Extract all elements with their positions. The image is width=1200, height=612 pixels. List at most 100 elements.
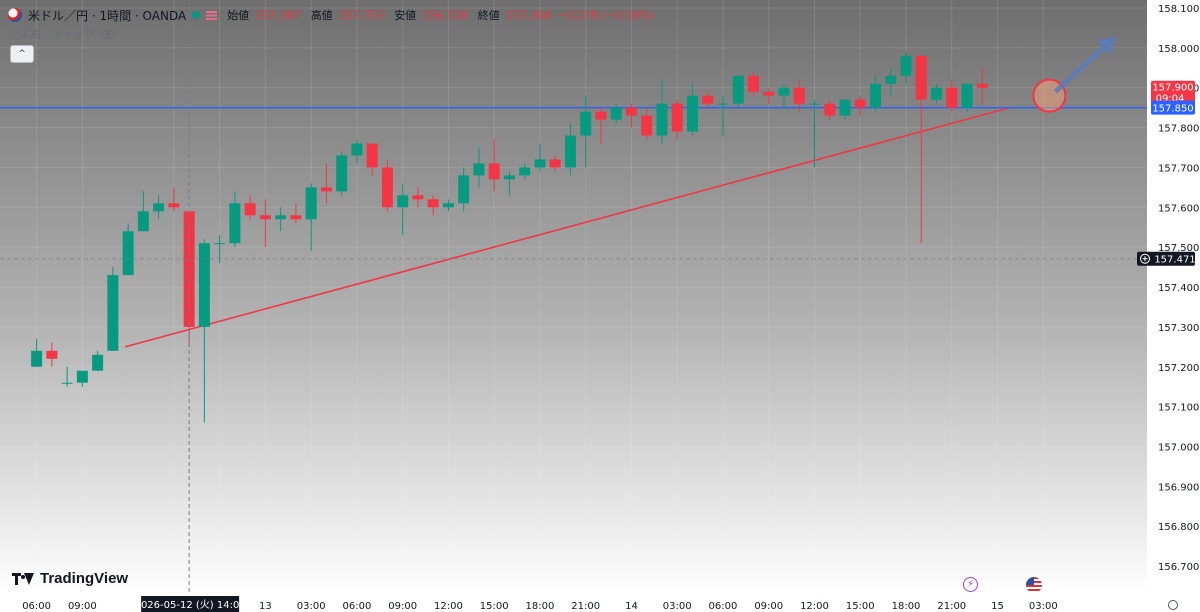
candle-body	[519, 167, 531, 176]
low-value: 156.728	[422, 8, 468, 22]
candle-body	[61, 382, 73, 384]
price-tick-label: 158.000	[1158, 44, 1199, 55]
line-price-label: 157.850	[1152, 104, 1193, 115]
high-label: 高値	[310, 9, 333, 22]
target-arrow-head[interactable]	[1096, 35, 1117, 56]
candles	[31, 51, 988, 423]
collapse-legend-button[interactable]: ^	[10, 45, 34, 63]
candle-body	[580, 111, 592, 136]
time-tick-label: 03:00	[297, 601, 326, 612]
candle-body	[870, 83, 881, 108]
price-tick-label: 156.900	[1158, 482, 1199, 493]
crosshair-price-badge	[1137, 251, 1195, 266]
candle-body	[686, 95, 698, 132]
time-tick-label: 06:00	[22, 601, 51, 612]
candle-body	[290, 215, 302, 220]
close-value: 157.308	[505, 8, 552, 22]
candle-body	[793, 87, 805, 104]
candle-body	[900, 55, 912, 76]
support-trendline[interactable]	[124, 106, 1010, 348]
candle-body	[168, 203, 180, 208]
candle-body	[625, 107, 637, 116]
chart-background	[0, 0, 1147, 594]
usdjpy-flag-icon	[8, 8, 22, 22]
time-tick-label: 15	[991, 601, 1004, 612]
eye-icon[interactable]	[100, 29, 115, 39]
candle-body	[656, 103, 668, 136]
candle-body	[397, 195, 409, 208]
candle-body	[641, 115, 653, 136]
candle-body	[702, 95, 714, 104]
candle-body	[122, 231, 134, 276]
candle-body	[946, 87, 958, 108]
time-axis-background	[0, 594, 1147, 612]
last-price-label: 157.900	[1152, 83, 1193, 94]
candle-body	[839, 99, 851, 116]
data-bars-icon	[206, 10, 218, 20]
price-tick-label: 157.600	[1158, 203, 1199, 214]
candle-body	[488, 163, 500, 180]
price-tick-label: 157.500	[1158, 243, 1199, 254]
high-value: 157.753	[338, 8, 385, 22]
change-value: −0.278 (−0.18%)	[557, 8, 655, 22]
candle-body	[305, 187, 317, 220]
candle-body	[976, 83, 988, 88]
candle-body	[732, 75, 744, 104]
symbol-title[interactable]: 米ドル／円 · 1時間 · OANDA	[28, 8, 187, 23]
time-tick-label: 09:00	[68, 601, 97, 612]
close-label: 終値	[477, 9, 500, 22]
time-tick-label: 18:00	[526, 601, 555, 612]
candle-body	[259, 215, 271, 220]
open-label: 始値	[227, 9, 250, 22]
candle-body	[717, 103, 729, 105]
tradingview-logo[interactable]: TradingView	[12, 570, 128, 587]
candle-body	[198, 243, 210, 327]
candle-body	[229, 203, 241, 244]
time-tick-label: 12:00	[800, 601, 829, 612]
candle-body	[473, 163, 485, 176]
candle-body	[92, 354, 104, 371]
volume-legend: 出来高 · ティック	[8, 26, 115, 42]
candle-body	[854, 99, 866, 108]
candle-body	[564, 135, 576, 168]
candle-body	[610, 107, 622, 120]
volume-label: 出来高 · ティック	[8, 28, 95, 41]
candle-body	[442, 203, 454, 208]
plus-circle-icon[interactable]	[1140, 253, 1150, 264]
candle-body	[961, 83, 973, 108]
symbol-legend: 米ドル／円 · 1時間 · OANDA 始値 157.387 高値 157.75…	[8, 6, 654, 24]
candle-body	[137, 211, 149, 232]
price-tick-label: 157.300	[1158, 323, 1199, 334]
time-tick-label: 21:00	[937, 601, 966, 612]
time-tick-label: 13	[259, 601, 272, 612]
target-arrow-shaft[interactable]	[1053, 39, 1113, 94]
candle-body	[534, 159, 546, 168]
lightning-icon[interactable]: ⚡	[963, 577, 978, 592]
tradingview-wordmark: TradingView	[40, 570, 129, 587]
time-tick-label: 06:00	[709, 601, 738, 612]
candle-body	[549, 159, 561, 168]
price-tick-label: 157.400	[1158, 283, 1199, 294]
candle-body	[366, 143, 378, 168]
us-flag-icon[interactable]	[1026, 577, 1042, 593]
candle-body	[427, 199, 439, 208]
crosshair-time-label: 2026-05-12 (火) 14:00	[135, 599, 246, 611]
candle-body	[671, 103, 683, 132]
price-tick-label: 156.700	[1158, 562, 1199, 573]
price-tick-label: 157.200	[1158, 363, 1199, 374]
settings-icon[interactable]	[1168, 600, 1178, 610]
low-label: 安値	[394, 9, 417, 22]
price-tick-label: 157.800	[1158, 124, 1199, 135]
time-tick-label: 03:00	[663, 601, 692, 612]
candle-body	[107, 275, 119, 351]
time-tick-label: 09:00	[754, 601, 783, 612]
time-tick-label: 12:00	[434, 601, 463, 612]
candle-body	[412, 195, 424, 200]
candle-body	[885, 75, 897, 84]
overlays	[0, 0, 1147, 594]
tradingview-mark-icon	[12, 572, 34, 585]
line-price-badge	[1151, 100, 1195, 115]
candle-body	[275, 215, 287, 220]
